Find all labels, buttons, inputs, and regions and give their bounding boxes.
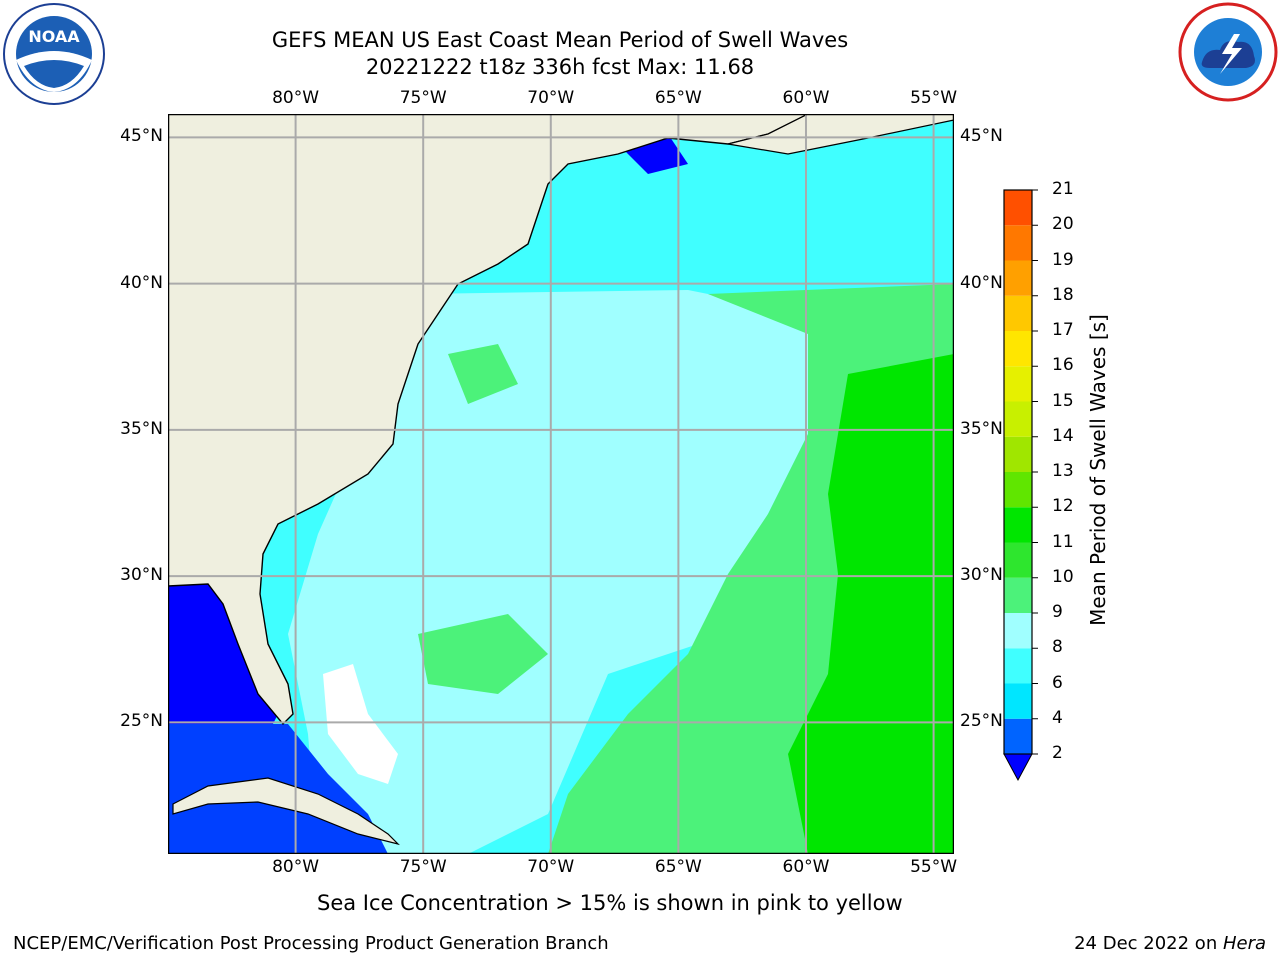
lon-label-top: 60°W xyxy=(782,88,830,108)
lon-label-bottom: 60°W xyxy=(782,857,830,877)
colorbar-tick-label: 11 xyxy=(1052,531,1074,552)
lat-label-left: 35°N xyxy=(120,418,163,439)
lat-label-left: 25°N xyxy=(120,711,163,732)
colorbar-segment xyxy=(1004,190,1032,226)
lat-label-right: 25°N xyxy=(960,711,1003,732)
map-border xyxy=(167,113,955,855)
colorbar-segment xyxy=(1004,542,1032,578)
colorbar-segment xyxy=(1004,613,1032,649)
footer-date-text: 24 Dec 2022 on xyxy=(1074,933,1223,954)
colorbar-tick-label: 19 xyxy=(1052,249,1074,270)
lon-label-bottom: 70°W xyxy=(527,857,575,877)
colorbar-title: Mean Period of Swell Waves [s] xyxy=(1086,314,1110,626)
lon-label-bottom: 65°W xyxy=(654,857,702,877)
map-panel xyxy=(167,113,955,855)
noaa-logo-text: NOAA xyxy=(28,27,80,46)
footer-credit: NCEP/EMC/Verification Post Processing Pr… xyxy=(13,933,609,954)
colorbar-segment xyxy=(1004,260,1032,296)
lon-label-bottom: 75°W xyxy=(399,857,447,877)
colorbar-segment xyxy=(1004,683,1032,719)
chart-subtitle: 20221222 t18z 336h fcst Max: 11.68 xyxy=(365,55,755,79)
colorbar-tick-label: 18 xyxy=(1052,284,1074,305)
colorbar-tick-label: 2 xyxy=(1052,743,1063,763)
colorbar-tick-label: 20 xyxy=(1052,214,1074,235)
lon-label-bottom: 80°W xyxy=(272,857,320,877)
sea-ice-note: Sea Ice Concentration > 15% is shown in … xyxy=(317,891,903,915)
us-landmass xyxy=(168,114,809,726)
colorbar-tick-label: 17 xyxy=(1052,320,1074,340)
colorbar-segment xyxy=(1004,718,1032,754)
colorbar-segment xyxy=(1004,331,1032,367)
colorbar-segment xyxy=(1004,401,1032,437)
noaa-logo: NOAA xyxy=(2,2,106,106)
lon-label-top: 55°W xyxy=(910,88,958,108)
lat-label-right: 30°N xyxy=(960,565,1003,586)
colorbar-segment xyxy=(1004,648,1032,684)
footer-host: Hera xyxy=(1222,933,1266,954)
colorbar-tick-label: 8 xyxy=(1052,637,1063,658)
colorbar-under-arrow xyxy=(1003,753,1033,782)
colorbar-tick-label: 12 xyxy=(1052,496,1074,517)
footer-date: 24 Dec 2022 on Hera xyxy=(1074,933,1266,954)
canada-maritimes xyxy=(727,114,954,155)
lat-label-left: 30°N xyxy=(120,565,163,586)
colorbar-segment xyxy=(1004,225,1032,261)
lat-label-right: 40°N xyxy=(960,272,1003,293)
lon-label-bottom: 55°W xyxy=(910,857,958,877)
lon-label-top: 75°W xyxy=(399,88,447,108)
nws-logo xyxy=(1176,0,1280,104)
lat-label-left: 40°N xyxy=(120,272,163,293)
map-svg xyxy=(167,113,955,855)
map-gridlines xyxy=(168,114,954,854)
colorbar-tick-label: 14 xyxy=(1052,425,1074,446)
lon-label-top: 80°W xyxy=(272,88,320,108)
colorbar-tick-label: 9 xyxy=(1052,602,1063,622)
colorbar-segment xyxy=(1004,577,1032,613)
swell-patch-a xyxy=(418,614,548,694)
swell-zone-10-11 xyxy=(788,354,954,854)
swell-patch-b xyxy=(448,344,518,404)
lon-label-top: 65°W xyxy=(654,88,702,108)
colorbar-segment xyxy=(1004,436,1032,472)
colorbar-segment xyxy=(1004,472,1032,508)
colorbar-tick-label: 15 xyxy=(1052,390,1074,411)
colorbar-tick-label: 10 xyxy=(1052,566,1074,587)
lon-label-top: 70°W xyxy=(527,88,575,108)
colorbar-tick-label: 4 xyxy=(1052,707,1063,728)
gulf-low-period xyxy=(168,584,278,734)
colorbar-segment xyxy=(1004,295,1032,331)
colorbar-tick-label: 6 xyxy=(1052,672,1063,693)
colorbar xyxy=(1000,186,1090,786)
colorbar-segment xyxy=(1004,507,1032,543)
colorbar-tick-label: 13 xyxy=(1052,461,1074,481)
lat-label-right: 45°N xyxy=(960,126,1003,147)
cuba-landmass xyxy=(172,777,400,846)
lat-label-left: 45°N xyxy=(120,126,163,147)
colorbar-tick-label: 16 xyxy=(1052,355,1074,376)
chart-title: GEFS MEAN US East Coast Mean Period of S… xyxy=(271,28,849,52)
colorbar-tick-label: 21 xyxy=(1052,179,1074,199)
lat-label-right: 35°N xyxy=(960,418,1003,439)
colorbar-segment xyxy=(1004,366,1032,402)
bahamas-bank xyxy=(323,664,398,784)
